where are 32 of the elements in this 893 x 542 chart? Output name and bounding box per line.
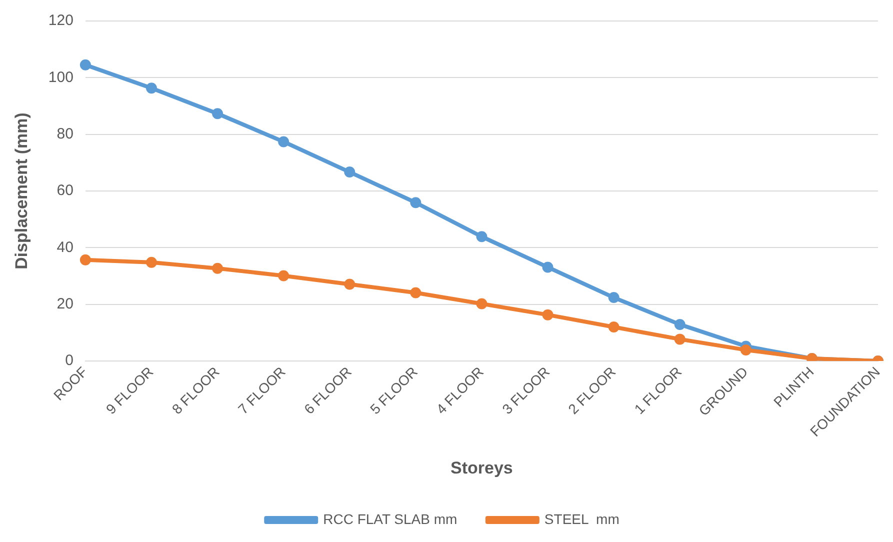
- y-tick-label: 0: [65, 352, 74, 370]
- point: [608, 322, 620, 333]
- point: [542, 309, 554, 320]
- point: [80, 59, 91, 70]
- legend-label: STEEL mm: [544, 510, 620, 527]
- y-tick-label: 120: [48, 12, 74, 30]
- legend-label: RCC FLAT SLAB mm: [323, 510, 458, 527]
- y-tick-label: 40: [56, 238, 74, 256]
- point: [476, 298, 488, 310]
- point: [674, 334, 686, 345]
- point: [476, 231, 488, 242]
- point: [278, 270, 290, 282]
- point: [212, 262, 224, 274]
- point: [344, 166, 356, 178]
- point: [410, 287, 422, 298]
- point: [146, 256, 157, 268]
- y-tick-label: 80: [56, 125, 74, 142]
- point: [344, 278, 356, 290]
- point: [410, 197, 422, 208]
- point: [674, 318, 686, 330]
- point: [542, 262, 554, 273]
- y-tick-label: 100: [48, 68, 74, 86]
- point: [212, 108, 224, 120]
- point: [80, 254, 91, 266]
- point: [740, 344, 752, 356]
- point: [146, 82, 157, 94]
- point: [278, 136, 290, 148]
- y-axis-title: Displacement (mm): [12, 112, 31, 270]
- point: [608, 292, 620, 304]
- y-tick-label: 20: [56, 295, 74, 312]
- y-tick-label: 60: [56, 182, 74, 200]
- x-axis-title: Storeys: [450, 458, 513, 478]
